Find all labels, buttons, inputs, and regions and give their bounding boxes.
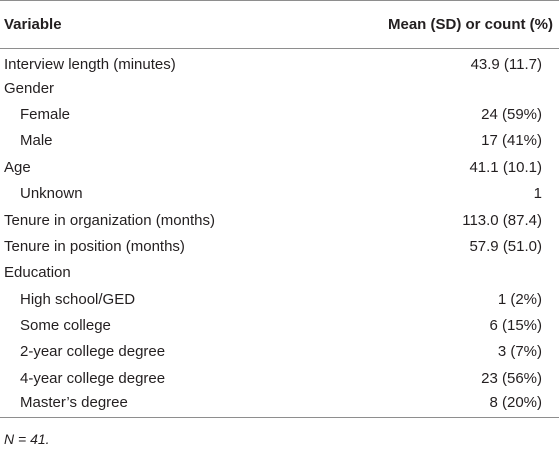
row-value: 43.9 (11.7) (470, 56, 542, 74)
table-row: Tenure in position (months) 57.9 (51.0) (0, 233, 559, 259)
row-label: Interview length (minutes) (4, 56, 176, 74)
row-label: Gender (4, 79, 55, 97)
row-label: Unknown (20, 185, 83, 203)
row-label: Some college (20, 317, 111, 335)
row-value: 3 (7%) (497, 343, 542, 361)
data-table: Variable Mean (SD) or count (%) Intervie… (0, 0, 559, 419)
row-label: 2-year college degree (20, 343, 166, 361)
table-row: Male 17 (41%) (0, 128, 559, 154)
row-label: Male (20, 132, 53, 150)
table-row: Master’s degree 8 (20%) (0, 391, 559, 419)
header-mean-sd-count: Mean (SD) or count (%) (340, 0, 559, 49)
row-value: 57.9 (51.0) (469, 237, 542, 255)
row-label: 4-year college degree (20, 369, 166, 387)
row-value: 8 (20%) (340, 391, 559, 419)
row-label: Tenure in organization (months) (4, 211, 215, 229)
row-label: Age (4, 158, 31, 176)
table-row: High school/GED 1 (2%) (0, 286, 559, 312)
table-row: Age 41.1 (10.1) (0, 154, 559, 180)
table-row: Female 24 (59%) (0, 101, 559, 127)
row-value: 24 (59%) (481, 105, 542, 123)
table-row: Education (0, 260, 559, 286)
row-value (340, 260, 559, 286)
table-row: Tenure in organization (months) 113.0 (8… (0, 207, 559, 233)
row-label: Education (4, 264, 71, 282)
table-row: Gender (0, 75, 559, 101)
table-row: 2-year college degree 3 (7%) (0, 339, 559, 365)
row-value: 6 (15%) (489, 317, 542, 335)
row-value (340, 75, 559, 101)
table-body: Interview length (minutes) 43.9 (11.7) G… (0, 49, 559, 419)
header-row: Variable Mean (SD) or count (%) (0, 0, 559, 49)
row-value: 1 (533, 185, 542, 203)
row-label: High school/GED (20, 290, 136, 308)
table-row: 4-year college degree 23 (56%) (0, 365, 559, 391)
table-header: Variable Mean (SD) or count (%) (0, 0, 559, 49)
row-label: Tenure in position (months) (4, 237, 185, 255)
row-label: Female (20, 105, 71, 123)
row-value: 113.0 (87.4) (462, 211, 542, 229)
row-label: Master’s degree (0, 391, 340, 419)
row-value: 41.1 (10.1) (469, 158, 542, 176)
data-table-container: Variable Mean (SD) or count (%) Intervie… (0, 0, 559, 419)
row-value: 17 (41%) (481, 132, 542, 150)
row-value: 23 (56%) (481, 369, 542, 387)
table-footnote: N = 41. (4, 431, 50, 447)
header-variable: Variable (0, 0, 340, 49)
table-row: Interview length (minutes) 43.9 (11.7) (0, 49, 559, 75)
row-value: 1 (2%) (497, 290, 542, 308)
table-row: Unknown 1 (0, 180, 559, 206)
table-row: Some college 6 (15%) (0, 312, 559, 338)
